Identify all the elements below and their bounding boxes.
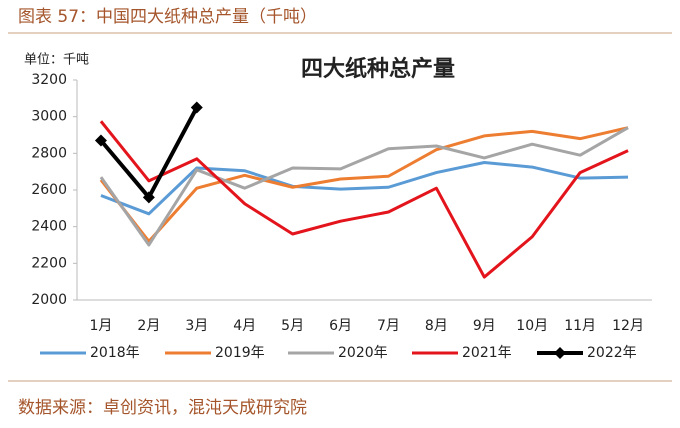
legend-label: 2022年 — [587, 345, 637, 361]
series-line — [99, 120, 629, 279]
y-tick-label: 2400 — [31, 219, 67, 235]
x-tick-label: 10月 — [516, 318, 548, 334]
x-tick-label: 5月 — [281, 318, 304, 334]
x-tick-label: 12月 — [612, 318, 644, 334]
point-marker — [142, 191, 155, 204]
x-tick-label: 2月 — [137, 318, 160, 334]
series-line — [100, 161, 629, 216]
legend-label: 2021年 — [462, 345, 512, 361]
y-tick-label: 2200 — [31, 255, 67, 271]
footer-source: 数据来源：卓创资讯，混沌天成研究院 — [18, 398, 307, 418]
legend-label: 2020年 — [338, 345, 388, 361]
x-tick-label: 8月 — [425, 318, 448, 334]
point-marker — [190, 101, 203, 114]
x-tick-label: 1月 — [89, 318, 112, 334]
x-tick-label: 6月 — [329, 318, 352, 334]
y-tick-label: 3000 — [31, 109, 67, 125]
unit-label: 单位：千吨 — [24, 53, 89, 68]
series-line — [99, 106, 199, 200]
y-tick-label: 2600 — [31, 182, 67, 198]
legend-label: 2018年 — [90, 345, 140, 361]
x-tick-label: 4月 — [233, 318, 256, 334]
y-tick-label: 2000 — [31, 292, 67, 308]
x-tick-label: 7月 — [377, 318, 400, 334]
y-tick-label: 3200 — [31, 72, 67, 88]
x-tick-label: 11月 — [564, 318, 596, 334]
point-marker — [94, 134, 107, 147]
series-line — [99, 126, 629, 243]
header-title: 图表 57：中国四大纸种总产量（千吨） — [18, 7, 317, 27]
chart-title: 四大纸种总产量 — [301, 56, 455, 82]
y-tick-label: 2800 — [31, 145, 67, 161]
legend-label: 2019年 — [215, 345, 265, 361]
legend-marker — [554, 347, 566, 359]
x-tick-label: 3月 — [185, 318, 208, 334]
series-line — [99, 126, 629, 247]
x-tick-label: 9月 — [473, 318, 496, 334]
